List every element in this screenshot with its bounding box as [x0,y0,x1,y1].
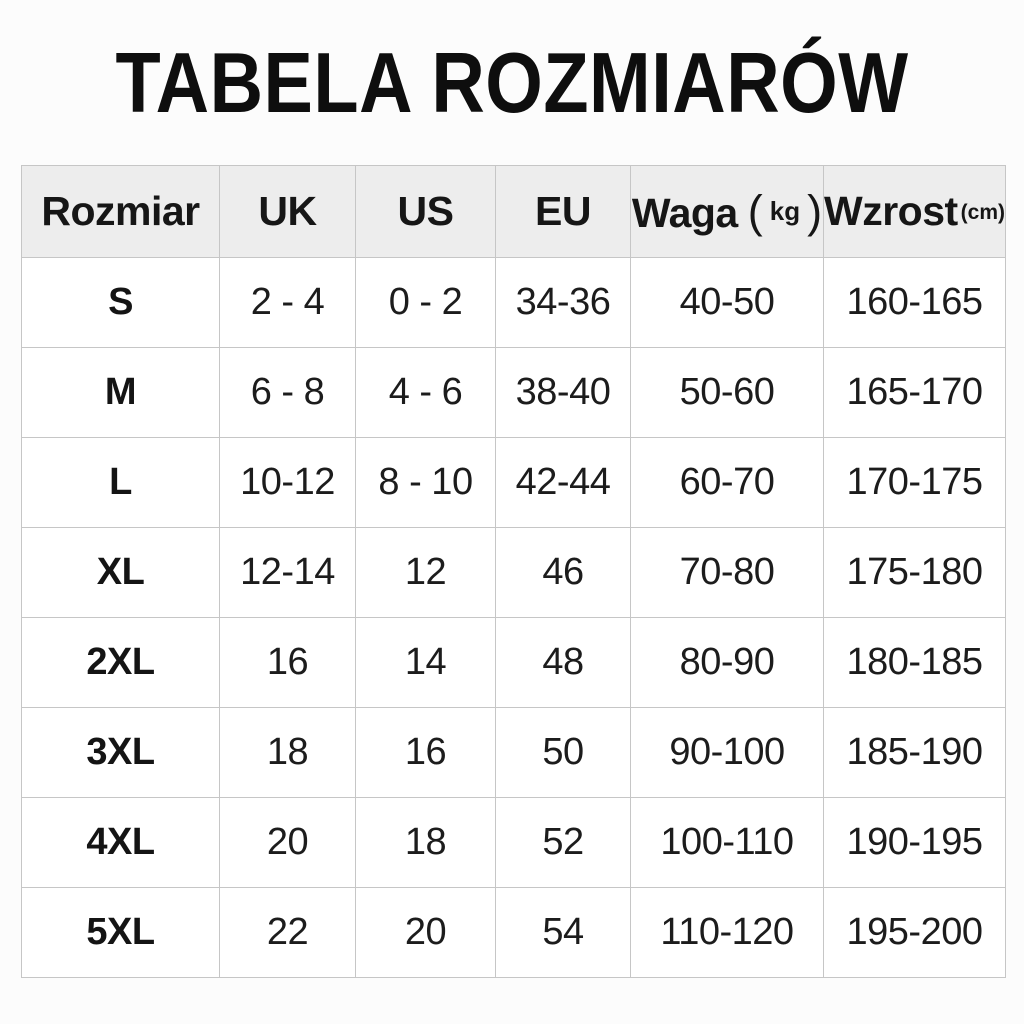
size-label: M [21,347,220,438]
waga-unit-kg: kg [769,195,801,226]
value-cell: 160-165 [823,257,1006,348]
size-label: S [21,257,220,348]
col-header-rozmiar: Rozmiar [21,165,220,258]
value-cell: 34-36 [495,257,631,348]
value-cell: 20 [219,797,356,888]
value-cell: 52 [495,797,631,888]
value-cell: 42-44 [495,437,631,528]
col-header-waga-label: Waga [631,189,738,236]
table-row: 3XL 18 16 50 90-100 185-190 [21,707,1006,798]
waga-unit-paren-close: ) [807,185,823,237]
value-cell: 10-12 [219,437,356,528]
value-cell: 100-110 [630,797,824,888]
size-table: Rozmiar UK US EU Waga(kg) Wzrost (cm) [21,165,1006,978]
value-cell: 165-170 [823,347,1006,438]
page-title: TABELA ROZMIARÓW [115,34,909,131]
table-row: XL 12-14 12 46 70-80 175-180 [21,527,1006,618]
value-cell: 175-180 [823,527,1006,618]
col-header-uk: UK [219,165,356,258]
value-cell: 22 [219,887,356,978]
value-cell: 16 [219,617,356,708]
value-cell: 110-120 [630,887,824,978]
table-header-row: Rozmiar UK US EU Waga(kg) Wzrost (cm) [21,165,1006,258]
size-label: 5XL [21,887,220,978]
size-label: 3XL [21,707,220,798]
value-cell: 170-175 [823,437,1006,528]
col-header-rozmiar-label: Rozmiar [41,188,200,234]
value-cell: 80-90 [630,617,824,708]
col-header-eu-label: EU [535,188,591,234]
col-header-uk-label: UK [258,188,317,234]
value-cell: 4 - 6 [355,347,496,438]
value-cell: 16 [355,707,496,798]
value-cell: 50 [495,707,631,798]
size-label: 4XL [21,797,220,888]
value-cell: 54 [495,887,631,978]
col-header-wzrost-label: Wzrost [824,188,959,234]
wzrost-unit-cm: (cm) [960,201,1005,224]
table-row: L 10-12 8 - 10 42-44 60-70 170-175 [21,437,1006,528]
value-cell: 18 [355,797,496,888]
size-label: L [21,437,220,528]
value-cell: 48 [495,617,631,708]
value-cell: 12 [355,527,496,618]
table-row: 2XL 16 14 48 80-90 180-185 [21,617,1006,708]
size-label: 2XL [21,617,220,708]
value-cell: 0 - 2 [355,257,496,348]
value-cell: 20 [355,887,496,978]
col-header-waga: Waga(kg) [630,165,824,258]
waga-unit-paren-open: ( [747,185,763,237]
col-header-wzrost: Wzrost (cm) [823,165,1006,258]
size-label: XL [21,527,220,618]
value-cell: 180-185 [823,617,1006,708]
value-cell: 6 - 8 [219,347,356,438]
value-cell: 70-80 [630,527,824,618]
value-cell: 8 - 10 [355,437,496,528]
value-cell: 18 [219,707,356,798]
table-row: 5XL 22 20 54 110-120 195-200 [21,887,1006,978]
value-cell: 2 - 4 [219,257,356,348]
value-cell: 60-70 [630,437,824,528]
table-row: 4XL 20 18 52 100-110 190-195 [21,797,1006,888]
value-cell: 90-100 [630,707,824,798]
value-cell: 190-195 [823,797,1006,888]
col-header-eu: EU [495,165,631,258]
value-cell: 40-50 [630,257,824,348]
value-cell: 38-40 [495,347,631,438]
col-header-us-label: US [397,188,454,234]
value-cell: 50-60 [630,347,824,438]
value-cell: 14 [355,617,496,708]
value-cell: 185-190 [823,707,1006,798]
value-cell: 195-200 [823,887,1006,978]
col-header-us: US [355,165,496,258]
value-cell: 12-14 [219,527,356,618]
value-cell: 46 [495,527,631,618]
